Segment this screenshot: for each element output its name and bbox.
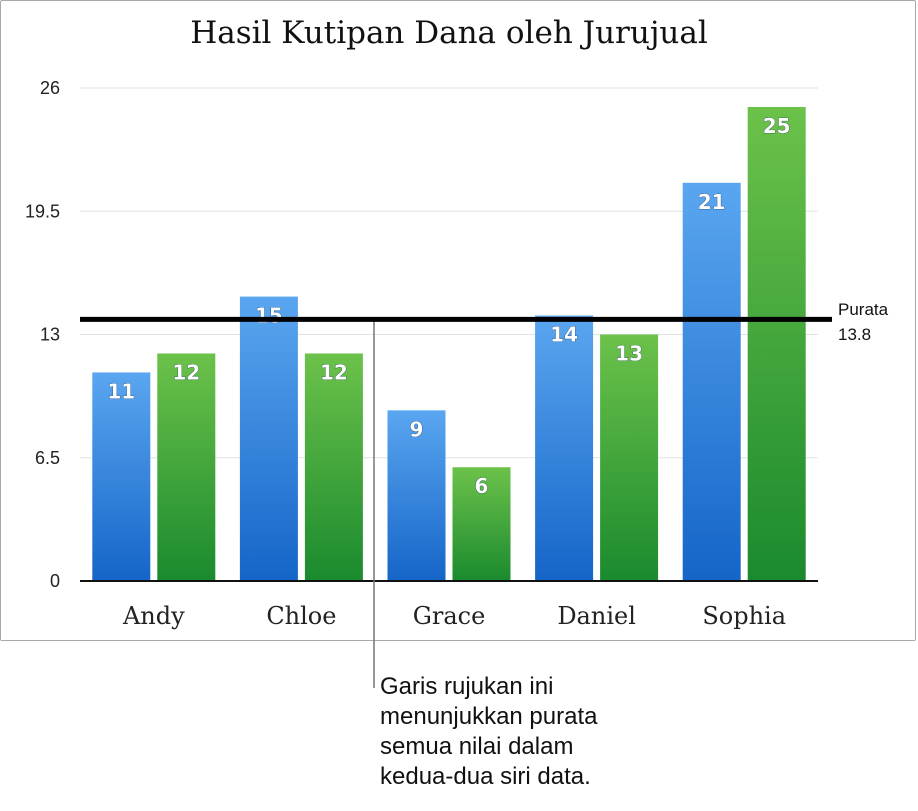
callout-annotation: Garis rujukan ini menunjukkan purata sem… xyxy=(380,672,700,792)
bar xyxy=(452,467,511,581)
data-label: 25 xyxy=(763,114,791,138)
reference-line-value: 13.8 xyxy=(838,325,871,344)
bar xyxy=(239,296,298,581)
data-label: 13 xyxy=(615,342,643,366)
data-label: 14 xyxy=(550,323,578,347)
bar xyxy=(157,353,216,581)
bar xyxy=(304,353,363,581)
bar xyxy=(600,334,659,581)
x-tick-label: Daniel xyxy=(557,602,636,630)
x-tick-label: Sophia xyxy=(702,602,786,630)
y-tick-label: 0 xyxy=(50,571,60,591)
bars: 11 12 15 12 9 6 14 13 21 25 xyxy=(92,106,806,582)
data-label: 12 xyxy=(172,360,200,384)
y-tick-label: 26 xyxy=(40,78,60,98)
data-label: 15 xyxy=(255,304,283,328)
callout-line: semua nilai dalam xyxy=(380,733,574,760)
y-tick-label: 13 xyxy=(40,325,60,345)
x-tick-label: Grace xyxy=(413,602,486,630)
x-tick-label: Andy xyxy=(122,602,185,630)
callout-line: menunjukkan purata xyxy=(380,703,598,730)
data-label: 6 xyxy=(475,474,489,498)
reference-line-label: Purata xyxy=(838,300,889,319)
bar xyxy=(747,106,806,581)
callout-line: Garis rujukan ini xyxy=(380,673,554,700)
data-label: 11 xyxy=(107,379,135,403)
data-label: 9 xyxy=(410,417,424,441)
bar xyxy=(535,315,594,581)
bar xyxy=(387,410,446,581)
x-tick-label: Chloe xyxy=(266,602,336,630)
y-tick-label: 6.5 xyxy=(35,448,60,468)
bar xyxy=(92,372,151,581)
chart-title: Hasil Kutipan Dana oleh Jurujual xyxy=(190,15,708,51)
y-axis-ticks: 0 6.5 13 19.5 26 xyxy=(25,78,60,591)
data-label: 12 xyxy=(320,360,348,384)
x-axis-ticks: Andy Chloe Grace Daniel Sophia xyxy=(122,602,786,630)
data-label: 21 xyxy=(698,190,726,214)
y-tick-label: 19.5 xyxy=(25,201,60,221)
callout-line: kedua-dua siri data. xyxy=(380,763,591,790)
bar xyxy=(682,182,741,582)
